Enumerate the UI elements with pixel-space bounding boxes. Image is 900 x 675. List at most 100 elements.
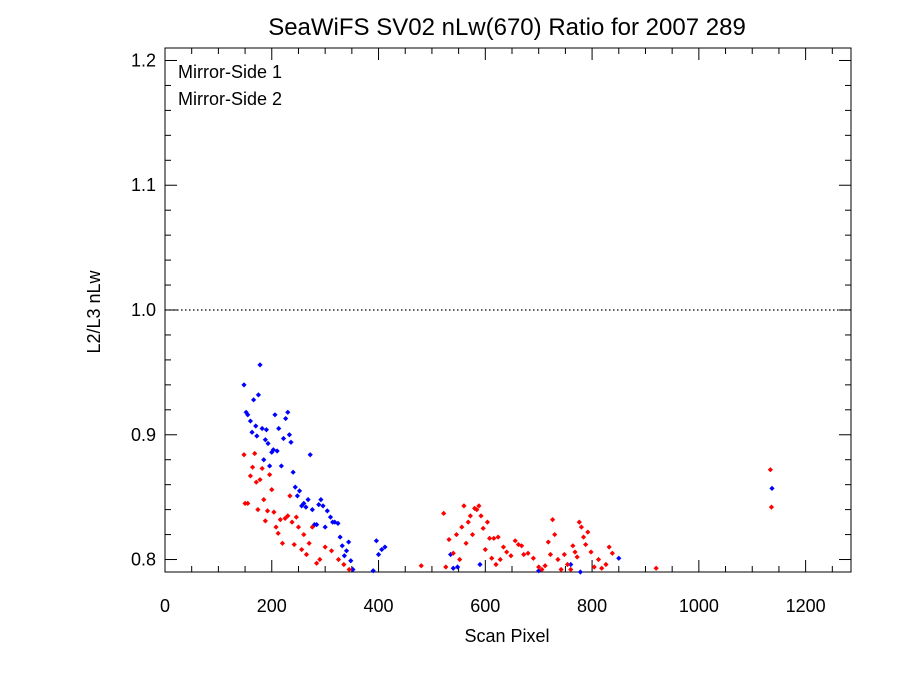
point-mirror-side-2 [328, 548, 335, 554]
point-mirror-side-2 [525, 550, 531, 556]
point-mirror-side-2 [480, 525, 486, 531]
point-mirror-side-1 [290, 469, 296, 475]
point-mirror-side-2 [322, 544, 328, 550]
point-mirror-side-2 [493, 561, 499, 568]
point-mirror-side-1 [263, 427, 270, 433]
point-mirror-side-2 [578, 524, 585, 530]
point-mirror-side-1 [346, 539, 352, 545]
point-mirror-side-1 [379, 546, 385, 553]
y-tick-label: 0.8 [131, 550, 156, 570]
point-mirror-side-2 [465, 519, 471, 525]
point-mirror-side-2 [335, 556, 342, 563]
point-mirror-side-2 [269, 487, 275, 493]
point-mirror-side-2 [547, 551, 554, 558]
point-mirror-side-2 [346, 566, 352, 573]
point-mirror-side-2 [450, 550, 456, 556]
point-mirror-side-1 [286, 432, 292, 438]
point-mirror-side-1 [280, 435, 287, 442]
point-mirror-side-2 [504, 549, 510, 555]
point-mirror-side-2 [299, 546, 305, 553]
plot-area [164, 47, 852, 575]
point-mirror-side-2 [469, 531, 476, 538]
point-mirror-side-1 [288, 439, 294, 445]
point-mirror-side-2 [549, 517, 556, 523]
point-mirror-side-1 [335, 520, 341, 526]
point-mirror-side-2 [574, 554, 580, 560]
point-mirror-side-2 [536, 564, 542, 570]
point-mirror-side-2 [599, 565, 605, 571]
y-tick-label: 1.1 [131, 175, 156, 195]
point-mirror-side-1 [255, 392, 262, 398]
point-mirror-side-1 [296, 488, 303, 494]
point-mirror-side-2 [317, 556, 323, 563]
chart-title: SeaWiFS SV02 nLw(670) Ratio for 2007 289 [268, 14, 746, 41]
point-mirror-side-1 [307, 452, 313, 458]
point-mirror-side-2 [576, 519, 582, 525]
point-mirror-side-1 [299, 503, 305, 509]
x-tick-label: 400 [364, 596, 394, 616]
point-mirror-side-2 [552, 531, 558, 538]
point-mirror-side-1 [332, 519, 338, 525]
point-mirror-side-2 [441, 510, 447, 516]
point-mirror-side-2 [275, 530, 281, 536]
x-tick-label: 600 [470, 596, 500, 616]
y-tick-label: 1.2 [131, 50, 156, 70]
point-mirror-side-1 [276, 425, 282, 432]
legend-mirror-side-1: Mirror-Side 1 [178, 62, 282, 82]
point-mirror-side-2 [418, 563, 424, 569]
point-mirror-side-2 [476, 503, 482, 509]
point-mirror-side-1 [318, 497, 324, 503]
x-axis-label: Scan Pixel [464, 626, 549, 646]
point-mirror-side-2 [467, 513, 473, 519]
point-mirror-side-2 [591, 564, 597, 570]
point-mirror-side-1 [283, 415, 289, 422]
point-mirror-side-2 [259, 465, 265, 472]
point-mirror-side-2 [484, 519, 491, 525]
legend-mirror-side-2: Mirror-Side 2 [178, 89, 282, 109]
point-mirror-side-2 [257, 477, 263, 483]
point-mirror-side-1 [305, 497, 311, 503]
point-mirror-side-2 [572, 549, 578, 555]
x-tick-label: 1200 [786, 596, 826, 616]
point-mirror-side-2 [279, 540, 286, 546]
point-mirror-side-1 [303, 504, 309, 510]
point-mirror-side-1 [265, 440, 271, 447]
point-mirror-side-1 [257, 362, 263, 368]
point-mirror-side-1 [375, 551, 382, 558]
point-mirror-side-2 [461, 503, 467, 509]
point-mirror-side-1 [454, 564, 461, 570]
point-mirror-side-2 [521, 551, 527, 558]
point-mirror-side-2 [267, 472, 273, 478]
legend: Mirror-Side 1 Mirror-Side 2 [178, 62, 282, 109]
x-tick-label: 200 [257, 596, 287, 616]
point-mirror-side-2 [273, 524, 279, 530]
point-mirror-side-2 [478, 513, 484, 519]
point-mirror-side-1 [259, 425, 265, 432]
point-mirror-side-2 [515, 541, 522, 548]
point-mirror-side-2 [486, 535, 493, 541]
point-mirror-side-2 [512, 538, 518, 544]
point-mirror-side-2 [253, 479, 259, 485]
x-tick-label: 0 [160, 596, 170, 616]
point-mirror-side-2 [241, 452, 247, 458]
point-mirror-side-1 [278, 463, 284, 469]
point-mirror-side-2 [585, 529, 591, 535]
point-mirror-side-2 [570, 543, 576, 549]
point-mirror-side-2 [289, 519, 295, 525]
point-mirror-side-2 [252, 450, 258, 457]
point-mirror-side-1 [320, 503, 326, 509]
point-mirror-side-2 [301, 531, 307, 538]
point-mirror-side-2 [242, 500, 248, 506]
point-mirror-side-2 [314, 560, 320, 566]
point-mirror-side-2 [558, 566, 564, 573]
point-mirror-side-2 [580, 534, 587, 540]
point-mirror-side-1 [324, 508, 330, 514]
point-mirror-side-1 [373, 538, 380, 544]
point-mirror-side-2 [309, 524, 315, 530]
point-mirror-side-1 [314, 521, 320, 528]
point-mirror-side-1 [322, 524, 328, 530]
point-mirror-side-1 [769, 485, 775, 492]
point-mirror-side-1 [309, 507, 315, 513]
